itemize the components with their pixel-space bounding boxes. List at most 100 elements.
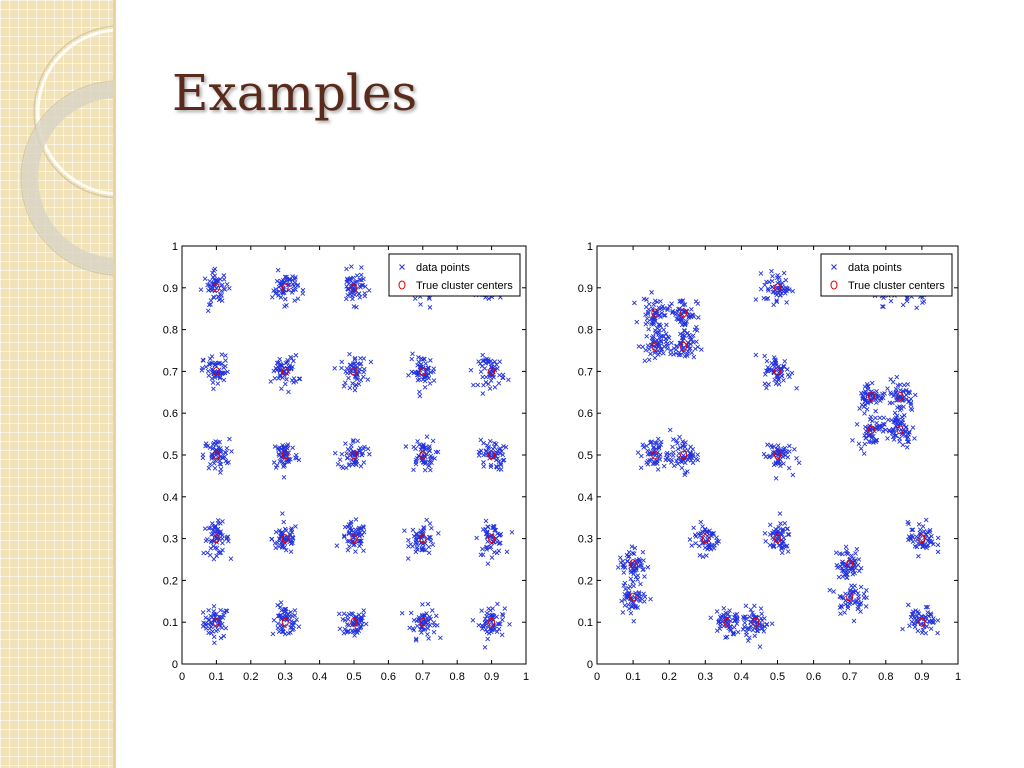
data-point (476, 449, 482, 455)
data-point (906, 429, 912, 435)
data-point (694, 324, 699, 330)
cluster-center-point (774, 534, 781, 544)
data-point (837, 551, 843, 556)
data-point (689, 307, 694, 312)
data-point (415, 369, 421, 375)
data-point (425, 626, 431, 631)
data-point (275, 602, 280, 608)
data-point (221, 612, 226, 618)
data-point (274, 462, 280, 468)
data-point (835, 565, 840, 570)
data-point (633, 574, 639, 580)
data-point (209, 376, 215, 381)
data-point (293, 524, 298, 529)
data-point (341, 533, 347, 538)
data-point (858, 565, 864, 571)
data-point (887, 428, 892, 434)
x-tick-label: 0.4 (312, 671, 327, 683)
data-point (838, 611, 843, 617)
data-point (483, 545, 489, 550)
data-point (640, 442, 646, 447)
data-point (923, 614, 929, 620)
data-point (862, 411, 867, 416)
data-point (706, 538, 712, 544)
data-point (900, 417, 905, 423)
decorative-sidebar (0, 0, 116, 768)
data-point (344, 296, 349, 302)
data-point (685, 448, 691, 453)
legend-circle-marker-icon (830, 280, 838, 290)
data-point (223, 450, 229, 456)
data-point (276, 293, 281, 298)
data-point (676, 352, 682, 358)
data-point (924, 545, 929, 551)
data-point (640, 567, 646, 573)
cluster-center-point (419, 366, 427, 376)
cluster-center-point (896, 391, 904, 401)
data-point (685, 457, 691, 463)
data-point (270, 631, 276, 637)
data-point (904, 387, 909, 393)
data-point (500, 452, 506, 458)
data-point (211, 556, 217, 562)
data-point (678, 331, 683, 337)
data-point (882, 422, 887, 427)
data-point (493, 527, 499, 533)
data-point (206, 302, 212, 308)
data-point (665, 341, 670, 347)
data-point (344, 622, 350, 627)
data-point (343, 441, 348, 446)
data-point (221, 455, 226, 461)
data-point (644, 443, 650, 449)
data-point (785, 526, 790, 532)
cluster-center-point (867, 425, 875, 435)
data-point (354, 630, 360, 636)
data-point (652, 350, 658, 356)
data-point (657, 322, 663, 327)
data-point (497, 621, 503, 627)
data-point (418, 627, 423, 632)
data-point (651, 334, 656, 339)
data-point (216, 445, 221, 450)
data-point (661, 306, 667, 311)
data-point (853, 551, 858, 556)
data-point (218, 466, 224, 472)
data-point (657, 335, 662, 340)
data-point (500, 617, 505, 623)
data-point (904, 296, 910, 301)
data-point (217, 550, 223, 556)
data-point (273, 529, 279, 535)
data-point (425, 536, 430, 542)
data-point (628, 576, 634, 582)
data-point (202, 526, 208, 531)
data-point (873, 439, 879, 445)
data-point (651, 302, 657, 307)
data-point (225, 534, 231, 539)
data-point (919, 613, 924, 619)
data-point (357, 543, 362, 549)
data-point (483, 518, 489, 524)
data-point (742, 624, 747, 630)
data-point (403, 444, 409, 449)
legend-label: True cluster centers (416, 280, 513, 292)
data-point (757, 644, 763, 649)
data-point (679, 322, 685, 328)
data-point (903, 424, 909, 430)
data-point (480, 374, 485, 380)
data-point (290, 622, 296, 628)
data-point (885, 436, 890, 441)
data-point (277, 528, 282, 533)
data-point (908, 406, 914, 411)
data-point (300, 291, 306, 296)
data-point (275, 267, 281, 273)
data-point (416, 355, 421, 360)
data-point (291, 379, 296, 385)
data-point (361, 460, 367, 465)
data-point (211, 634, 217, 640)
data-point (203, 443, 208, 449)
data-point (901, 404, 906, 410)
data-point (724, 634, 730, 640)
data-point (425, 601, 431, 607)
data-point (863, 604, 869, 609)
data-point (415, 377, 421, 383)
